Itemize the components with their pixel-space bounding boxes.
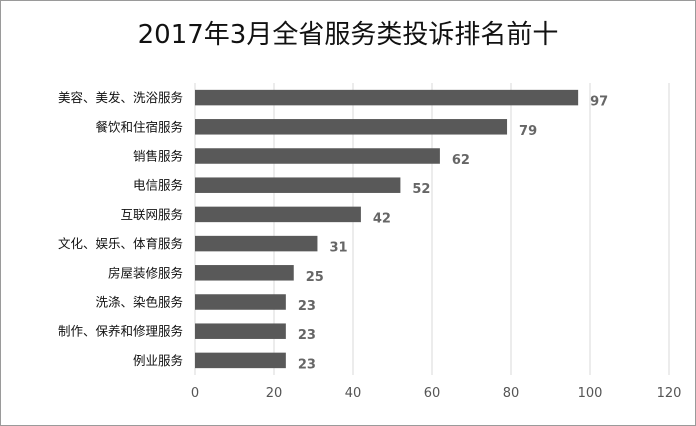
bar [195, 119, 508, 135]
bar [195, 235, 318, 252]
category-label: 房屋装修服务 [108, 265, 183, 280]
chart-title: 2017年3月全省服务类投诉排名前十 [137, 20, 559, 50]
data-label: 31 [329, 241, 347, 256]
bar [195, 148, 440, 164]
data-label: 62 [452, 153, 470, 168]
category-label: 洗涤、染色服务 [95, 295, 183, 310]
bar [195, 265, 294, 281]
bar [195, 323, 286, 339]
bar [195, 177, 401, 193]
bar [195, 294, 286, 310]
data-label: 23 [298, 357, 316, 372]
x-tick-label: 120 [657, 386, 682, 401]
data-label: 97 [590, 95, 608, 110]
category-label: 制作、保养和修理服务 [58, 324, 183, 339]
data-label: 23 [298, 299, 316, 314]
category-label: 销售服务 [133, 149, 183, 164]
category-label: 餐饮和住宿服务 [95, 119, 183, 134]
category-label: 美容、美发、洗浴服务 [58, 90, 183, 105]
bar [195, 89, 579, 106]
data-label: 52 [412, 182, 430, 197]
category-label: 电信服务 [133, 178, 183, 193]
bar [195, 206, 361, 223]
category-label: 文化、娱乐、体育服务 [58, 236, 183, 251]
data-label: 25 [306, 270, 324, 285]
category-label: 互联网服务 [120, 207, 183, 222]
category-label: 例业服务 [133, 353, 183, 368]
data-label: 79 [519, 124, 537, 139]
data-label: 23 [298, 328, 316, 343]
x-tick-label: 0 [191, 386, 199, 401]
data-label: 42 [373, 211, 391, 226]
x-tick-label: 40 [345, 386, 362, 401]
x-tick-label: 100 [578, 386, 603, 401]
x-tick-label: 80 [503, 386, 520, 401]
bar [195, 352, 286, 369]
x-tick-label: 60 [424, 386, 441, 401]
x-tick-label: 20 [266, 386, 283, 401]
